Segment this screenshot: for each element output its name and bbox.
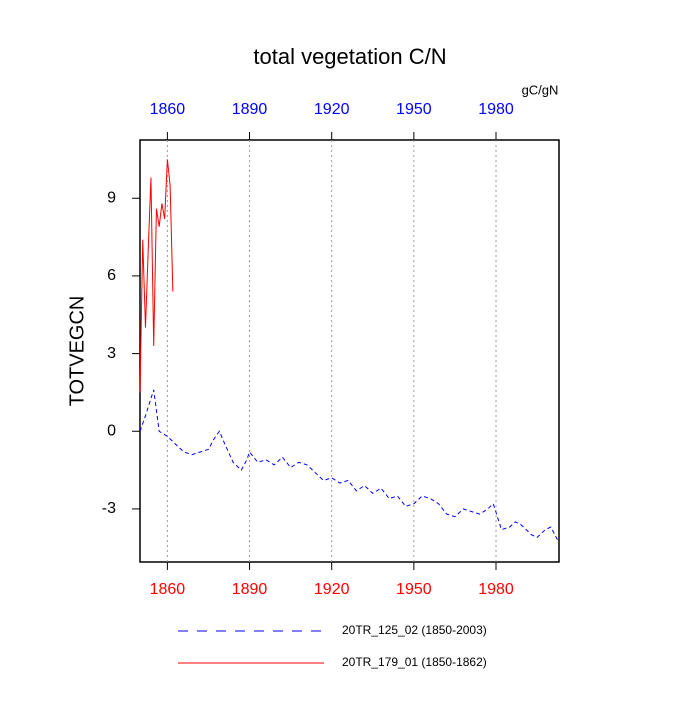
legend-label: 20TR_125_02 (1850-2003) [342,623,487,637]
x-tick-label: 1920 [314,581,350,598]
y-tick-label: 9 [107,189,116,206]
x-top-tick-label: 1920 [314,101,350,118]
x-tick-label: 1950 [396,581,432,598]
x-tick-label: 1890 [232,581,268,598]
x-tick-label: 1980 [478,581,514,598]
units-label: gC/gN [522,82,559,97]
plot-frame [139,139,560,563]
series-line [139,159,174,393]
legend-label: 20TR_179_01 (1850-1862) [342,655,487,669]
x-top-tick-label: 1890 [232,101,268,118]
y-tick-label: 3 [107,345,116,362]
x-top-tick-label: 1860 [150,101,186,118]
x-top-tick-label: 1950 [396,101,432,118]
chart-title: total vegetation C/N [253,44,446,69]
y-axis-label: TOTVEGCN [66,296,88,407]
y-tick-label: -3 [102,500,116,517]
x-tick-label: 1860 [150,581,186,598]
y-tick-label: 0 [107,422,116,439]
y-tick-label: 6 [107,267,116,284]
x-top-tick-label: 1980 [478,101,514,118]
